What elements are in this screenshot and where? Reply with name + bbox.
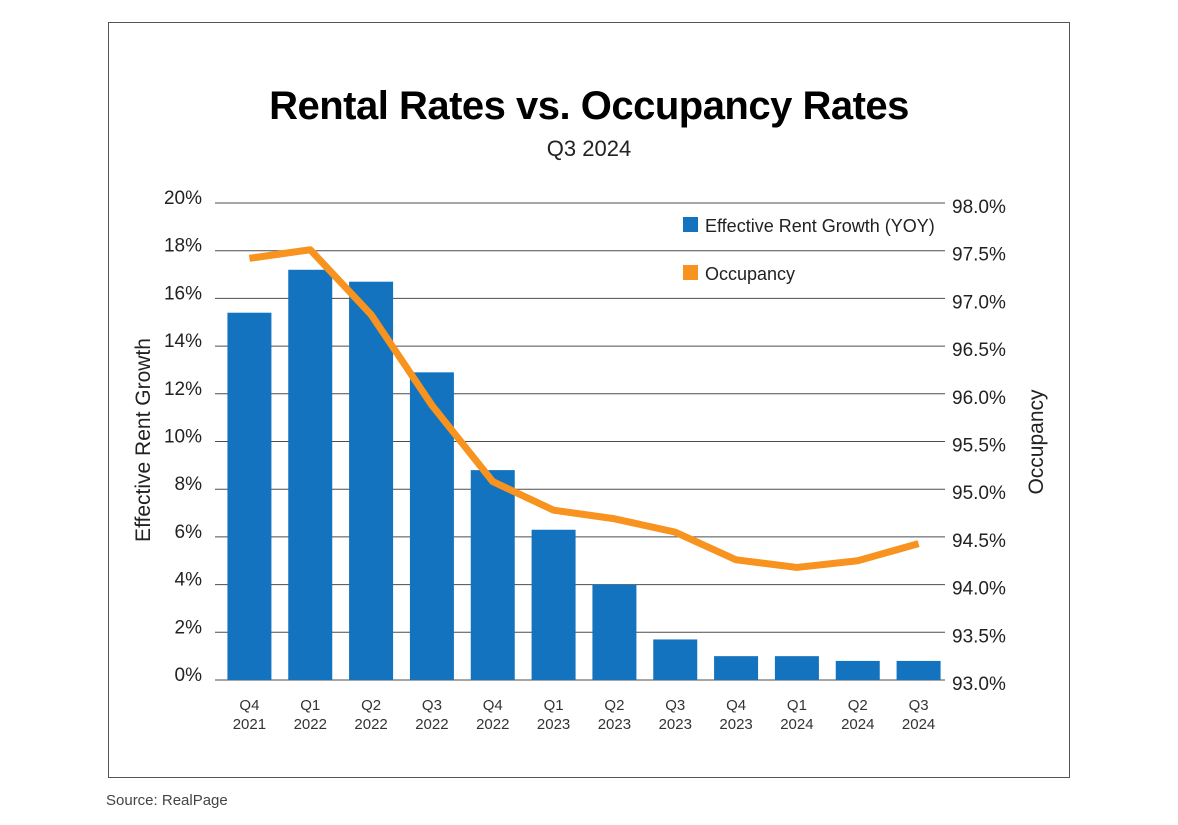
x-tick-year: 2024: [902, 716, 935, 733]
x-tick-year: 2022: [415, 716, 448, 733]
x-tick-quarter: Q4: [239, 697, 259, 714]
y2-tick-label: 94.0%: [952, 579, 1006, 600]
y-tick-label: 4%: [175, 570, 203, 591]
x-tick-quarter: Q4: [483, 697, 503, 714]
bar: [288, 269, 333, 680]
x-tick-year: 2023: [719, 716, 752, 733]
left-axis-label: Effective Rent Growth: [132, 338, 155, 542]
legend-swatch-rent-growth: [683, 217, 698, 232]
bar: [714, 656, 759, 680]
x-tick-quarter: Q2: [361, 697, 381, 714]
x-tick-quarter: Q2: [848, 697, 868, 714]
left-axis-ticks: 0% 2% 4% 6% 8% 10% 12% 14% 16% 18% 20%: [164, 188, 202, 686]
legend-swatch-occupancy: [683, 265, 698, 280]
x-tick-quarter: Q1: [787, 697, 807, 714]
line-series: [248, 246, 920, 571]
y-tick-label: 2%: [175, 617, 203, 638]
y-tick-label: 14%: [164, 331, 202, 352]
y-tick-label: 18%: [164, 236, 202, 257]
y2-tick-label: 96.0%: [952, 388, 1006, 409]
gridlines: [215, 202, 945, 681]
y2-tick-label: 95.5%: [952, 436, 1006, 457]
x-tick-year: 2022: [476, 716, 509, 733]
chart-title: Rental Rates vs. Occupancy Rates: [269, 84, 909, 128]
bar: [409, 372, 454, 680]
legend: Effective Rent Growth (YOY) Occupancy: [683, 216, 935, 284]
right-axis-ticks: 93.0% 93.5% 94.0% 94.5% 95.0% 95.5% 96.0% 96.5%…: [952, 197, 1006, 695]
x-tick-quarter: Q3: [422, 697, 442, 714]
source-note: Source: RealPage: [106, 792, 228, 809]
y2-tick-label: 95.0%: [952, 483, 1006, 504]
x-tick-year: 2024: [780, 716, 813, 733]
legend-label-occupancy: Occupancy: [705, 264, 795, 284]
x-axis-ticks: Q4 2021 Q1 2022 Q2 2022 Q3 2022 Q4 2022 Q1 2023 Q2 20…: [233, 697, 936, 733]
bar: [227, 312, 272, 680]
x-tick-year: 2024: [841, 716, 874, 733]
y-tick-label: 12%: [164, 379, 202, 400]
bar: [592, 584, 637, 680]
right-axis-label: Occupancy: [1025, 389, 1048, 495]
y-tick-label: 16%: [164, 283, 202, 304]
bar-series: [227, 269, 941, 680]
x-tick-year: 2023: [598, 716, 631, 733]
y-tick-label: 0%: [175, 665, 203, 686]
x-tick-quarter: Q3: [665, 697, 685, 714]
occupancy-line: [248, 246, 920, 571]
y2-tick-label: 93.5%: [952, 626, 1006, 647]
y-tick-label: 20%: [164, 188, 202, 209]
x-tick-quarter: Q3: [909, 697, 929, 714]
y2-tick-label: 96.5%: [952, 340, 1006, 361]
x-tick-year: 2023: [537, 716, 570, 733]
bar: [774, 656, 819, 680]
y-tick-label: 10%: [164, 427, 202, 448]
y-tick-label: 8%: [175, 474, 203, 495]
y2-tick-label: 94.5%: [952, 531, 1006, 552]
x-tick-quarter: Q1: [544, 697, 564, 714]
chart-subtitle: Q3 2024: [546, 136, 632, 161]
bar: [470, 470, 515, 680]
x-tick-year: 2022: [354, 716, 387, 733]
x-tick-year: 2022: [294, 716, 327, 733]
y2-tick-label: 97.5%: [952, 245, 1006, 266]
x-tick-year: 2021: [233, 716, 266, 733]
x-tick-quarter: Q4: [726, 697, 746, 714]
y2-tick-label: 97.0%: [952, 292, 1006, 313]
bar: [349, 281, 394, 680]
chart-frame: [108, 22, 1070, 778]
legend-label-rent-growth: Effective Rent Growth (YOY): [705, 216, 935, 236]
y2-tick-label: 93.0%: [952, 674, 1006, 695]
bar: [653, 639, 698, 680]
x-tick-quarter: Q1: [300, 697, 320, 714]
bar: [835, 660, 880, 680]
x-tick-quarter: Q2: [604, 697, 624, 714]
bar: [531, 529, 576, 680]
y-tick-label: 6%: [175, 522, 203, 543]
x-tick-year: 2023: [659, 716, 692, 733]
y2-tick-label: 98.0%: [952, 197, 1006, 218]
bar: [896, 660, 941, 680]
